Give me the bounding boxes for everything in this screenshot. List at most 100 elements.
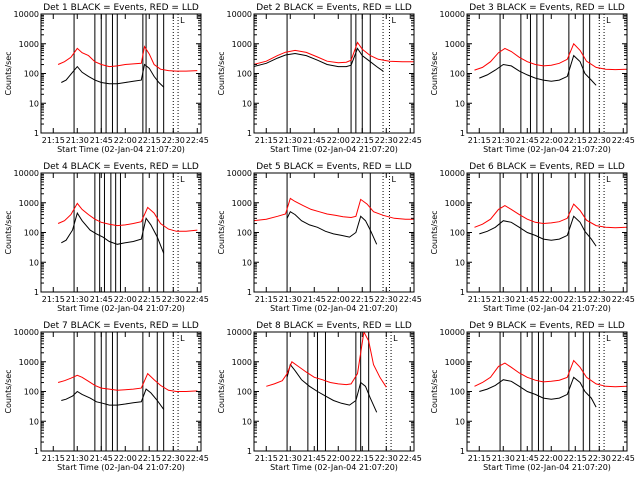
y-tick-label: 10000 (14, 169, 39, 178)
x-tick-label: 21:15 (42, 295, 65, 304)
chart-title: Det 8 BLACK = Events, RED = LLD (256, 321, 412, 331)
y-tick-label: 1000 (232, 358, 252, 367)
x-tick-label: 22:30 (162, 295, 185, 304)
x-tick-label: 22:15 (351, 295, 374, 304)
x-tick-label: 22:00 (327, 454, 350, 463)
y-tick-label: 100 (450, 388, 465, 397)
x-axis-label: Start Time (02-Jan-04 21:07:20) (270, 304, 398, 313)
y-tick-label: 1000 (232, 199, 252, 208)
x-tick-label: 21:30 (66, 136, 89, 145)
plot-frame (466, 13, 628, 134)
marker-label: L (180, 16, 185, 25)
x-tick-label: 22:30 (375, 136, 398, 145)
plot-frame (253, 172, 415, 293)
x-tick-label: 21:15 (255, 454, 278, 463)
series-line-events (479, 376, 597, 408)
plot-data-area (57, 14, 198, 133)
y-tick-label: 10 (29, 99, 39, 108)
marker-label: L (180, 334, 185, 343)
x-tick-label: 21:45 (516, 136, 539, 145)
x-axis-label: Start Time (02-Jan-04 21:07:20) (57, 304, 185, 313)
chart-panel-5: Det 5 BLACK = Events, RED = LLD L 1 10 100 10… (217, 162, 422, 313)
chart-panel-1: Det 1 BLACK = Events, RED = LLD L 1 10 100 10… (4, 3, 209, 154)
series-line-lld (57, 45, 198, 72)
series-line-lld (254, 41, 414, 65)
chart-panel-6: Det 6 BLACK = Events, RED = LLD L 1 10 100 10… (430, 162, 635, 313)
plot-data-area (474, 14, 627, 133)
x-tick-label: 22:15 (564, 454, 587, 463)
y-tick-label: 1 (34, 288, 39, 297)
x-tick-label: 21:45 (90, 454, 113, 463)
y-axis-label: Counts/sec (217, 210, 226, 254)
x-tick-label: 22:15 (138, 295, 161, 304)
y-tick-label: 1000 (19, 40, 39, 49)
y-tick-label: 10 (242, 99, 252, 108)
x-tick-label: 22:30 (588, 295, 611, 304)
plot-data-area (474, 332, 627, 451)
plot-frame (466, 172, 628, 293)
x-tick-label: 22:00 (540, 136, 563, 145)
x-axis-label: Start Time (02-Jan-04 21:07:20) (483, 463, 611, 472)
y-axis-label: Counts/sec (217, 51, 226, 95)
x-axis-label: Start Time (02-Jan-04 21:07:20) (57, 463, 185, 472)
y-axis-label: Counts/sec (430, 210, 439, 254)
x-tick-label: 22:45 (399, 136, 422, 145)
x-axis-label: Start Time (02-Jan-04 21:07:20) (483, 304, 611, 313)
y-tick-label: 1 (34, 129, 39, 138)
y-tick-label: 10000 (440, 10, 465, 19)
chart-title: Det 3 BLACK = Events, RED = LLD (469, 3, 625, 13)
series-line-lld (254, 197, 414, 222)
y-tick-label: 1 (247, 447, 252, 456)
marker-label: L (393, 334, 398, 343)
y-tick-label: 1 (460, 129, 465, 138)
y-tick-label: 1000 (232, 40, 252, 49)
x-tick-label: 22:00 (114, 454, 137, 463)
y-tick-label: 10 (29, 258, 39, 267)
y-tick-label: 10 (242, 417, 252, 426)
x-tick-label: 22:45 (612, 454, 635, 463)
x-tick-label: 21:30 (66, 454, 89, 463)
x-axis-label: Start Time (02-Jan-04 21:07:20) (270, 145, 398, 154)
y-tick-label: 1000 (19, 358, 39, 367)
plot-data-area (254, 173, 414, 292)
x-tick-label: 21:15 (255, 295, 278, 304)
y-tick-label: 100 (237, 70, 252, 79)
x-tick-label: 22:15 (564, 295, 587, 304)
chart-panel-8: Det 8 BLACK = Events, RED = LLD L 1 10 100 10… (217, 321, 422, 472)
marker-label: L (391, 16, 396, 25)
chart-title: Det 6 BLACK = Events, RED = LLD (469, 162, 625, 172)
x-tick-label: 22:00 (114, 295, 137, 304)
y-tick-label: 10000 (14, 10, 39, 19)
y-tick-label: 10000 (227, 328, 252, 337)
chart-panel-2: Det 2 BLACK = Events, RED = LLD L 1 10 100 10… (217, 3, 422, 154)
y-tick-label: 10000 (14, 328, 39, 337)
y-tick-label: 1 (247, 129, 252, 138)
x-tick-label: 21:30 (279, 295, 302, 304)
x-tick-label: 22:30 (162, 454, 185, 463)
series-line-lld (57, 372, 198, 392)
series-line-events (61, 63, 165, 88)
x-tick-label: 21:30 (279, 136, 302, 145)
series-line-events (479, 54, 597, 86)
series-line-events (61, 388, 165, 410)
plot-frame (253, 13, 415, 134)
plot-data-area (57, 173, 198, 292)
y-tick-label: 1000 (445, 40, 465, 49)
x-tick-label: 22:45 (399, 295, 422, 304)
y-axis-label: Counts/sec (430, 51, 439, 95)
chart-panel-3: Det 3 BLACK = Events, RED = LLD L 1 10 100 10… (430, 3, 635, 154)
y-tick-label: 10000 (440, 328, 465, 337)
series-line-events (61, 211, 165, 254)
x-tick-label: 21:15 (42, 454, 65, 463)
series-line-lld (57, 202, 198, 232)
y-tick-label: 1 (247, 288, 252, 297)
x-tick-label: 21:30 (492, 136, 515, 145)
y-axis-label: Counts/sec (4, 369, 13, 413)
x-tick-label: 21:15 (468, 136, 491, 145)
chart-title: Det 7 BLACK = Events, RED = LLD (43, 321, 199, 331)
x-tick-label: 22:15 (138, 136, 161, 145)
x-tick-label: 22:45 (612, 136, 635, 145)
x-tick-label: 21:45 (516, 454, 539, 463)
chart-panel-4: Det 4 BLACK = Events, RED = LLD L 1 10 100 10… (4, 162, 209, 313)
x-tick-label: 22:45 (186, 295, 209, 304)
